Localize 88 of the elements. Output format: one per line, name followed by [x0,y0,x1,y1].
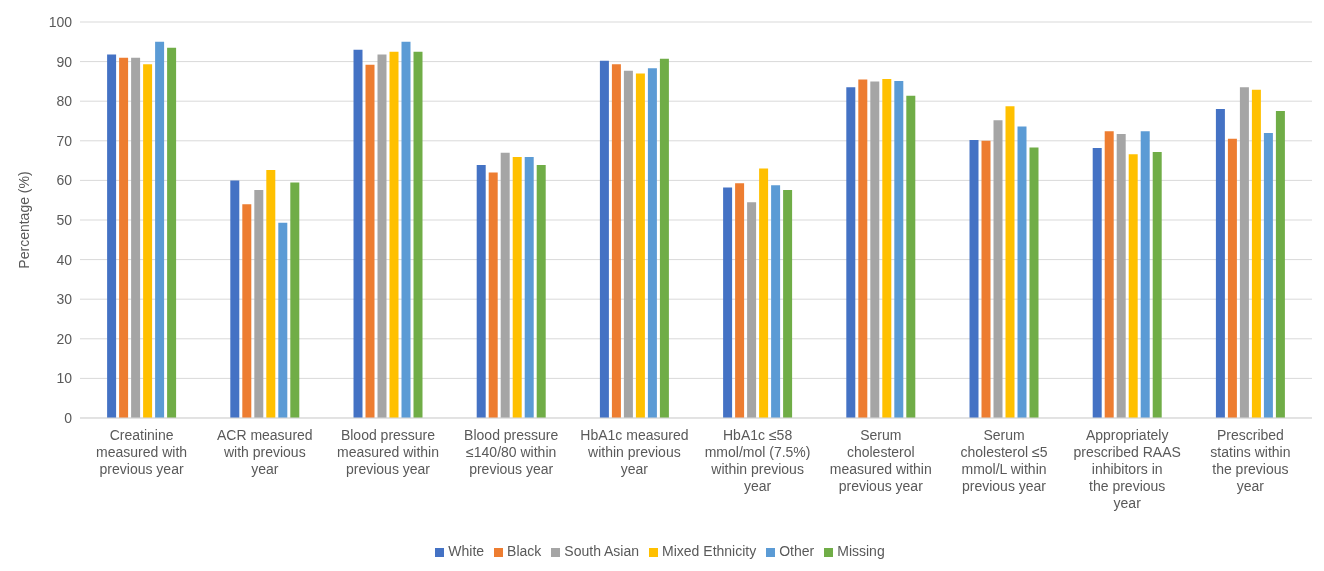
bar [1275,111,1285,418]
y-tick-label: 10 [56,370,73,387]
legend-label: White [448,543,485,559]
bar [1116,134,1126,418]
bar [735,183,745,418]
bar [659,58,669,418]
bar [290,182,300,418]
bar [230,180,240,418]
bar [266,170,276,418]
bar [1029,147,1039,418]
bar [131,57,141,418]
bar [389,51,399,418]
bar [611,64,621,418]
x-tick-label: Prescribed statins within the previous year [1210,427,1291,494]
bar [1092,147,1102,418]
bar [882,79,892,418]
x-tick-label: Blood pressure ≤140/80 within previous year [464,427,559,477]
y-tick-label: 70 [56,132,73,149]
bar [377,54,387,418]
bar [1017,126,1027,418]
x-tick-label: Blood pressure measured within previous year [337,427,439,477]
bar [981,140,991,418]
y-tick-label: 60 [56,172,73,189]
y-tick-label: 0 [64,409,73,426]
bar [353,49,363,418]
bar [599,60,609,418]
bar [969,140,979,418]
bar [635,73,645,418]
bar [723,187,733,418]
y-tick-label: 100 [48,13,73,30]
bar [846,87,856,418]
bar [476,164,486,418]
x-tick-label: HbA1c ≤58 mmol/mol (7.5%) within previous year [704,427,811,494]
bar [365,64,375,418]
bar [894,81,904,418]
y-axis-title: Percentage (%) [15,171,32,269]
x-tick-label: HbA1c measured within previous year [580,427,689,477]
bar [858,79,868,418]
bar [536,164,546,418]
bar [783,189,793,418]
y-tick-label: 30 [56,291,73,308]
legend-label: Mixed Ethnicity [662,543,757,559]
bar [647,68,657,418]
bar [1128,154,1138,418]
y-tick-label: 50 [56,211,73,228]
bar [1215,109,1225,418]
bar [119,57,129,418]
bar [771,185,781,418]
bar [500,152,510,418]
x-tick-label: Appropriately prescribed RAAS inhibitors in the previous year [1073,427,1181,511]
y-tick-label: 90 [56,53,73,70]
bar [759,168,769,418]
bar [1263,132,1273,418]
bar [1005,106,1015,418]
bar [747,202,757,418]
bar [524,157,534,418]
legend-label: Other [779,543,815,559]
bar [254,189,264,418]
y-tick-label: 40 [56,251,73,268]
x-tick-label: Serum cholesterol ≤5 mmol/L within previous year [960,427,1048,494]
bar [278,222,288,418]
bar [401,41,411,418]
bar [623,70,633,418]
y-tick-label: 20 [56,330,73,347]
bar [413,51,423,418]
bar [1239,87,1249,418]
bar [488,172,498,418]
bar [242,204,252,418]
bar [512,157,522,418]
legend-label: South Asian [564,543,640,559]
bar [870,81,880,418]
bar [993,120,1003,418]
bar [906,95,916,418]
x-tick-label: Creatinine measured with previous year [96,427,188,477]
bar [1251,89,1261,418]
bar [1104,131,1114,418]
x-tick-label: ACR measured with previous year [216,427,313,477]
bar [107,54,117,418]
bar [167,47,177,418]
legend-label: Black [507,543,542,559]
y-tick-label: 80 [56,93,73,110]
legend-label: Missing [837,543,885,559]
bar [1140,131,1150,418]
bar [1227,138,1237,418]
bar [155,41,165,418]
bar [1152,151,1162,418]
bar [143,64,153,418]
x-tick-label: Serum cholesterol measured within previous year [829,427,932,494]
